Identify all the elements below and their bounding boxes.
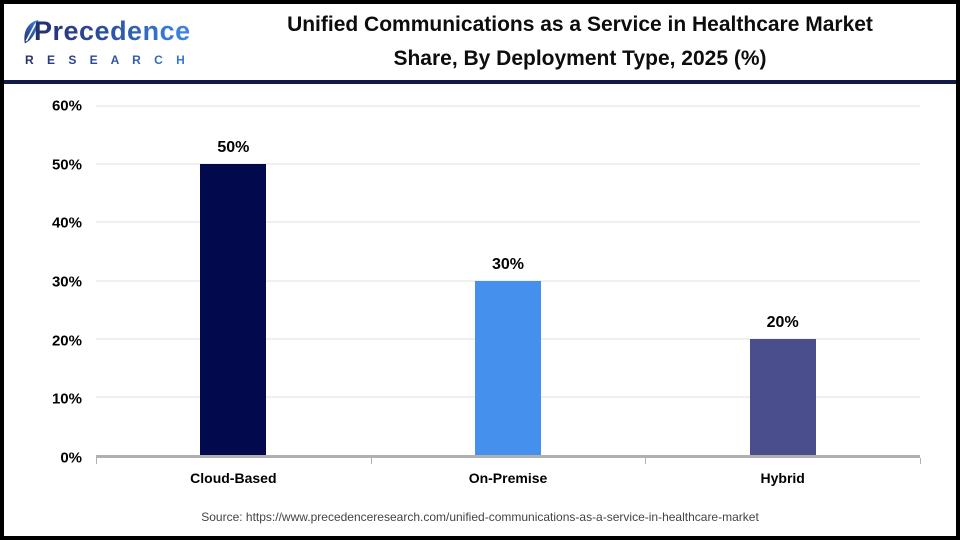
brand-logo: Precedence R E S E A R C H: [18, 15, 214, 67]
footer: Source: https://www.precedenceresearch.c…: [4, 496, 956, 536]
axis-tick: [370, 458, 372, 464]
bar-slot: 20%: [645, 106, 920, 455]
y-tick-label: 0%: [60, 449, 82, 467]
bar-hybrid: [749, 338, 816, 455]
brand-subtitle: R E S E A R C H: [22, 53, 214, 67]
axis-tick: [920, 458, 921, 464]
bar-on-premise: [474, 280, 541, 455]
value-label: 20%: [766, 313, 799, 331]
chart-title-line1: Unified Communications as a Service in H…: [287, 13, 873, 37]
source-caption: Source: https://www.precedenceresearch.c…: [201, 510, 759, 524]
bar-cloud-based: [200, 164, 267, 455]
x-axis-labels: Cloud-Based On-Premise Hybrid: [96, 470, 920, 486]
bar-chart: 0% 10% 20% 30% 40% 50% 60% 50% 30% 20% Cloud-Bas…: [4, 84, 956, 496]
bar-slot: 30%: [371, 106, 646, 455]
gridline: [96, 221, 920, 224]
x-axis-label: On-Premise: [468, 470, 548, 486]
y-axis-labels: 0% 10% 20% 30% 40% 50% 60%: [18, 99, 82, 466]
y-tick-label: 50%: [51, 156, 82, 174]
value-label: 50%: [217, 139, 250, 157]
axis-tick: [96, 458, 97, 464]
brand-logo-row: Precedence: [22, 15, 214, 50]
leaf-icon: [22, 19, 39, 50]
bar-slot: 50%: [96, 106, 371, 455]
brand-word: Precedence: [34, 15, 191, 46]
x-axis-label: Hybrid: [760, 470, 805, 486]
gridline: [96, 163, 920, 166]
gridline: [96, 105, 920, 107]
y-tick-label: 40%: [51, 214, 82, 232]
y-tick-label: 10%: [51, 390, 82, 408]
y-tick-label: 60%: [51, 97, 82, 115]
header: Precedence R E S E A R C H Unified Commu…: [4, 4, 956, 80]
chart-title: Unified Communications as a Service in H…: [214, 8, 946, 75]
x-axis-label: Cloud-Based: [190, 470, 277, 486]
axis-ticks: [96, 458, 921, 464]
axis-tick: [645, 458, 647, 464]
plot-area: 50% 30% 20%: [96, 105, 920, 458]
y-tick-label: 30%: [51, 273, 82, 291]
value-label: 30%: [491, 255, 524, 273]
chart-title-line2: Share, By Deployment Type, 2025 (%): [393, 47, 767, 70]
header-separator: [4, 80, 956, 84]
y-tick-label: 20%: [51, 332, 82, 350]
chart-body: 0% 10% 20% 30% 40% 50% 60% 50% 30% 20%: [18, 99, 920, 466]
